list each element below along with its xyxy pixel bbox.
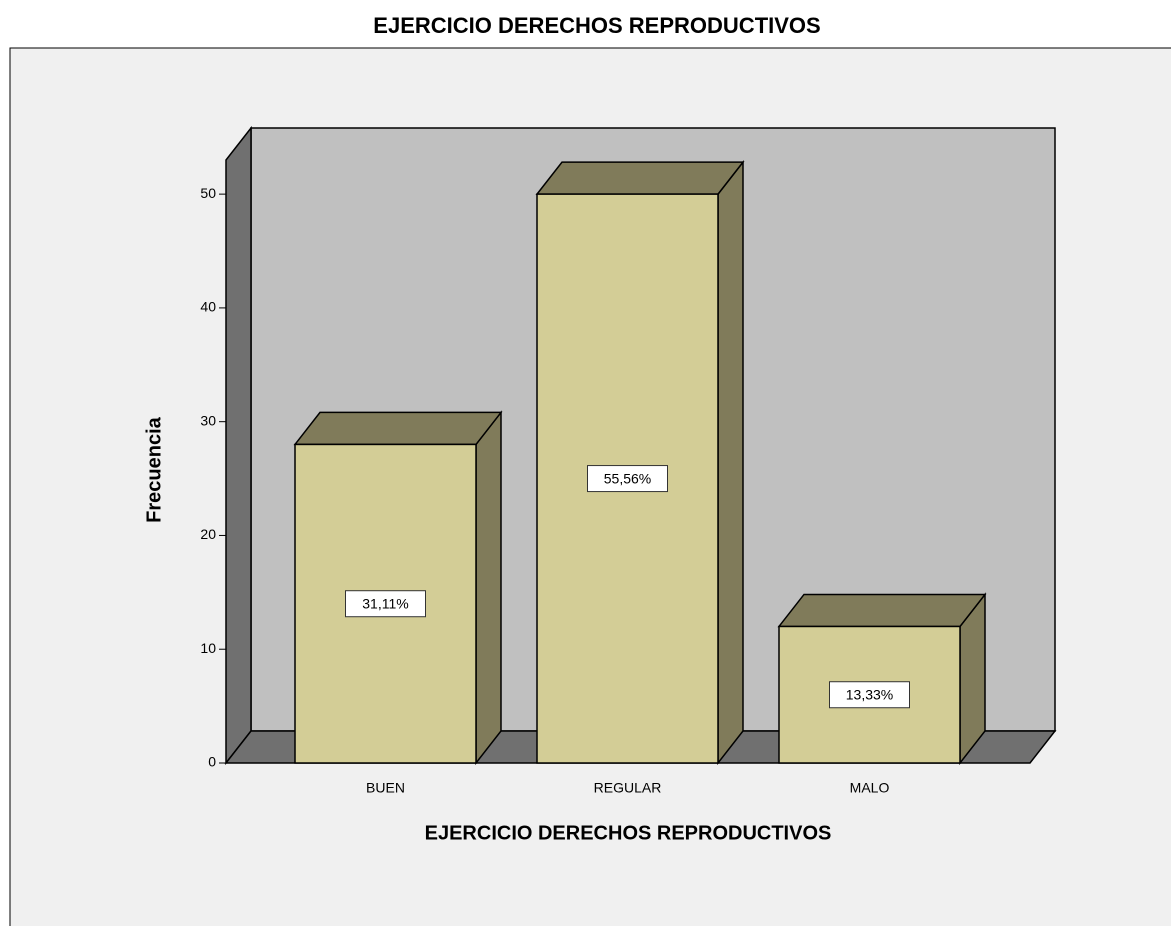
x-tick-label: BUEN: [366, 780, 405, 796]
y-tick-label: 0: [208, 754, 216, 770]
x-tick-label: MALO: [850, 780, 890, 796]
bar-top: [293, 411, 503, 446]
x-tick-label: REGULAR: [594, 780, 662, 796]
chart-title: EJERCICIO DERECHOS REPRODUCTIVOS: [373, 13, 820, 38]
y-tick-label: 40: [200, 299, 216, 315]
bar-side: [475, 410, 502, 766]
data-label: 13,33%: [846, 686, 893, 702]
data-label: 31,11%: [362, 595, 408, 611]
data-label-box: [829, 681, 910, 709]
data-label-box: [587, 465, 668, 493]
side-wall: [225, 125, 252, 766]
x-axis-title: EJERCICIO DERECHOS REPRODUCTIVOS: [425, 822, 832, 844]
y-tick-label: 20: [200, 526, 216, 542]
y-axis-title: Frecuencia: [143, 416, 165, 522]
bar-top: [777, 593, 987, 628]
y-tick-label: 50: [200, 185, 216, 201]
bar-side: [717, 159, 744, 766]
bar-top: [535, 161, 745, 195]
data-label-box: [345, 590, 426, 618]
y-tick-label: 10: [200, 640, 216, 656]
data-label: 55,56%: [604, 470, 651, 486]
y-tick-label: 30: [200, 412, 216, 428]
